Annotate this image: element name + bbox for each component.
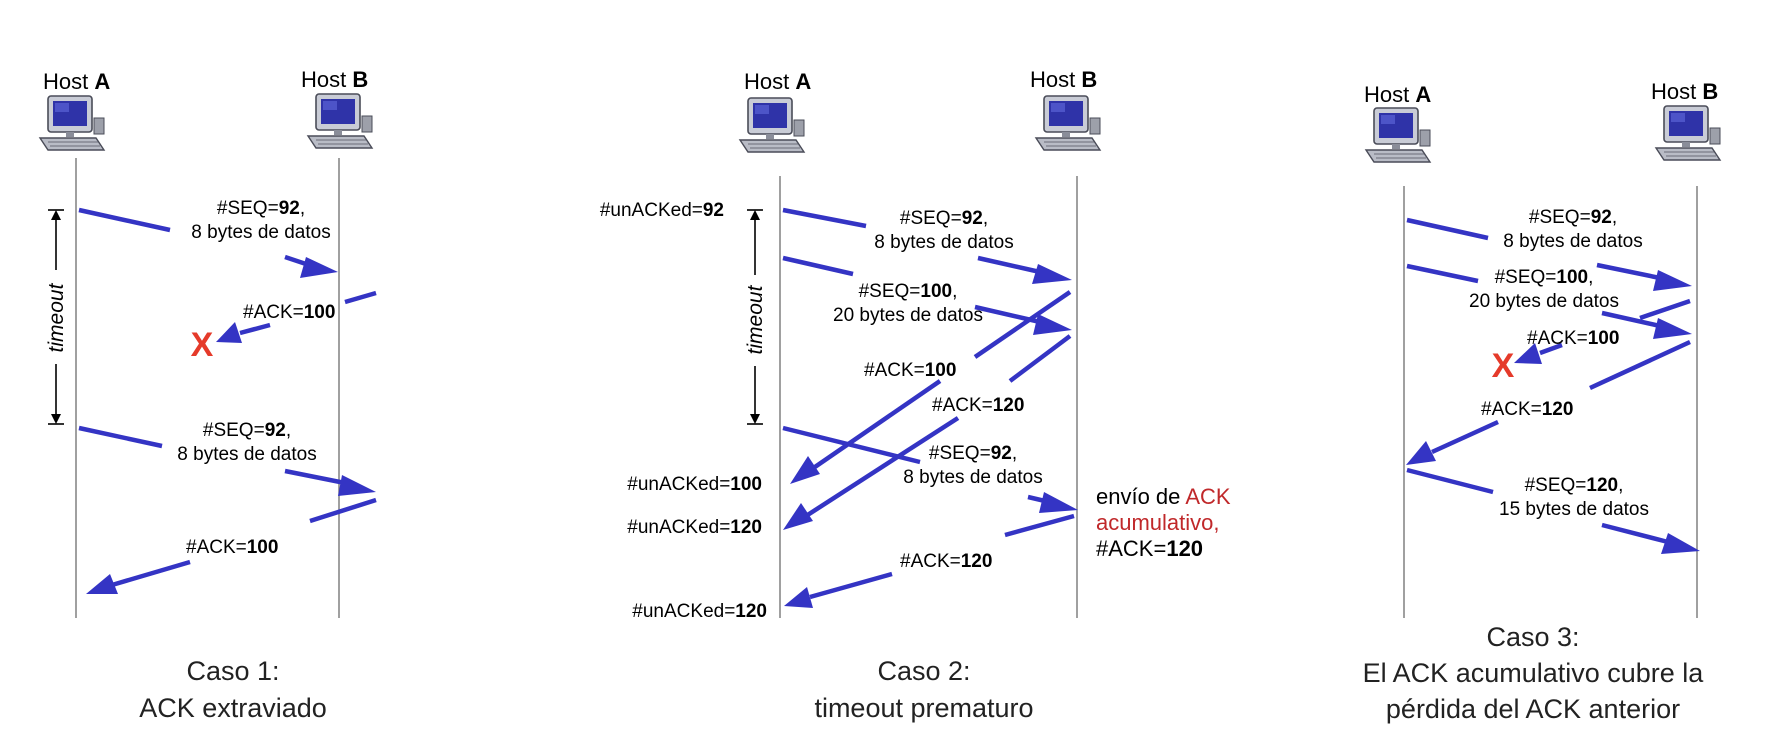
case1-caption-subtitle: ACK extraviado xyxy=(139,693,327,723)
msg-bytes-label: 8 bytes de datos xyxy=(903,467,1042,488)
case2-caption-subtitle: timeout prematuro xyxy=(814,693,1033,723)
ack-100-lost: #ACK=100 X xyxy=(1492,298,1691,385)
note-line2: acumulativo, xyxy=(1096,510,1220,535)
case3-caption-line3: pérdida del ACK anterior xyxy=(1386,694,1680,724)
msg-seq-100: #SEQ=100, 20 bytes de datos xyxy=(1406,263,1692,339)
case3-caption-line2: El ACK acumulativo cubre la xyxy=(1363,658,1705,688)
timeout-bracket: timeout xyxy=(45,209,68,425)
msg-seq-120: #SEQ=120, 15 bytes de datos xyxy=(1406,467,1700,554)
msg-seq-100: #SEQ=100, 20 bytes de datos xyxy=(782,255,1072,335)
msg-seq-label: #SEQ=92, xyxy=(203,420,291,441)
msg-seq-92: #SEQ=92, 8 bytes de datos xyxy=(1406,207,1692,291)
msg-seq-label: #SEQ=92, xyxy=(217,198,305,219)
msg-seq-label: #SEQ=100, xyxy=(859,281,958,302)
msg-seq-92-retransmit: #SEQ=92, 8 bytes de datos xyxy=(78,420,376,496)
host-a-computer-icon xyxy=(1365,107,1431,163)
msg-bytes-label: 20 bytes de datos xyxy=(1469,291,1619,312)
msg-seq-92-retransmit: #SEQ=92, 8 bytes de datos xyxy=(782,425,1078,513)
lost-x-icon: X xyxy=(191,326,214,364)
msg-bytes-label: 8 bytes de datos xyxy=(177,444,316,465)
host-a-label: Host A xyxy=(744,69,811,94)
host-a-computer-icon xyxy=(739,97,805,153)
host-b-computer-icon xyxy=(1035,95,1101,151)
host-b-label: Host B xyxy=(301,67,368,92)
ack-120: #ACK=120 xyxy=(1406,339,1691,465)
host-a-computer-icon xyxy=(39,95,105,151)
ack-120: #ACK=120 xyxy=(783,334,1072,530)
ack-label: #ACK=100 xyxy=(1527,328,1619,349)
ack-label: #ACK=100 xyxy=(186,537,278,558)
msg-bytes-label: 8 bytes de datos xyxy=(191,222,330,243)
ack-120-cumulative: #ACK=120 xyxy=(784,513,1075,608)
note-line1: envío de ACK xyxy=(1096,484,1231,509)
msg-bytes-label: 20 bytes de datos xyxy=(833,305,983,326)
case3: Host A Host B #SEQ=92, 8 bytes de datos … xyxy=(1363,79,1721,724)
ack-label: #ACK=120 xyxy=(932,395,1024,416)
ack-100-lost: #ACK=100 X xyxy=(191,290,377,364)
unacked-label: #unACKed=120 xyxy=(632,601,767,622)
timeout-bracket: timeout xyxy=(744,209,767,425)
msg-seq-92: #SEQ=92, 8 bytes de datos xyxy=(78,198,338,278)
msg-seq-label: #SEQ=120, xyxy=(1525,475,1624,496)
ack-label: #ACK=100 xyxy=(864,360,956,381)
msg-seq-label: #SEQ=92, xyxy=(1529,207,1617,228)
case3-caption-title: Caso 3: xyxy=(1486,622,1579,652)
case2: Host A Host B timeout #unACKed=92 #unACK… xyxy=(600,67,1231,723)
msg-seq-label: #SEQ=100, xyxy=(1495,267,1594,288)
ack-label: #ACK=120 xyxy=(1481,399,1573,420)
cumulative-ack-note: envío de ACK acumulativo, #ACK=120 xyxy=(1096,484,1231,561)
unacked-label: #unACKed=120 xyxy=(627,517,762,538)
timeout-label: timeout xyxy=(744,284,767,354)
case2-caption-title: Caso 2: xyxy=(877,656,970,686)
ack-label: #ACK=100 xyxy=(243,302,335,323)
host-a-label: Host A xyxy=(1364,82,1431,107)
host-b-label: Host B xyxy=(1651,79,1718,104)
ack-label: #ACK=120 xyxy=(900,551,992,572)
host-a-label: Host A xyxy=(43,69,110,94)
msg-seq-label: #SEQ=92, xyxy=(900,208,988,229)
unacked-label: #unACKed=92 xyxy=(600,200,724,221)
host-b-computer-icon xyxy=(307,93,373,149)
msg-bytes-label: 15 bytes de datos xyxy=(1499,499,1649,520)
msg-bytes-label: 8 bytes de datos xyxy=(874,232,1013,253)
unacked-label: #unACKed=100 xyxy=(627,474,762,495)
ack-100: #ACK=100 xyxy=(790,290,1072,484)
host-b-label: Host B xyxy=(1030,67,1097,92)
lost-x-icon: X xyxy=(1492,347,1515,385)
ack-100: #ACK=100 xyxy=(86,497,377,594)
msg-seq-label: #SEQ=92, xyxy=(929,443,1017,464)
case1: Host A Host B timeout #SEQ=92, 8 bytes d… xyxy=(39,67,377,723)
timeout-label: timeout xyxy=(45,282,68,352)
note-line3: #ACK=120 xyxy=(1096,536,1203,561)
case1-caption-title: Caso 1: xyxy=(186,656,279,686)
host-b-computer-icon xyxy=(1655,105,1721,161)
msg-bytes-label: 8 bytes de datos xyxy=(1503,231,1642,252)
msg-seq-92: #SEQ=92, 8 bytes de datos xyxy=(782,207,1072,284)
